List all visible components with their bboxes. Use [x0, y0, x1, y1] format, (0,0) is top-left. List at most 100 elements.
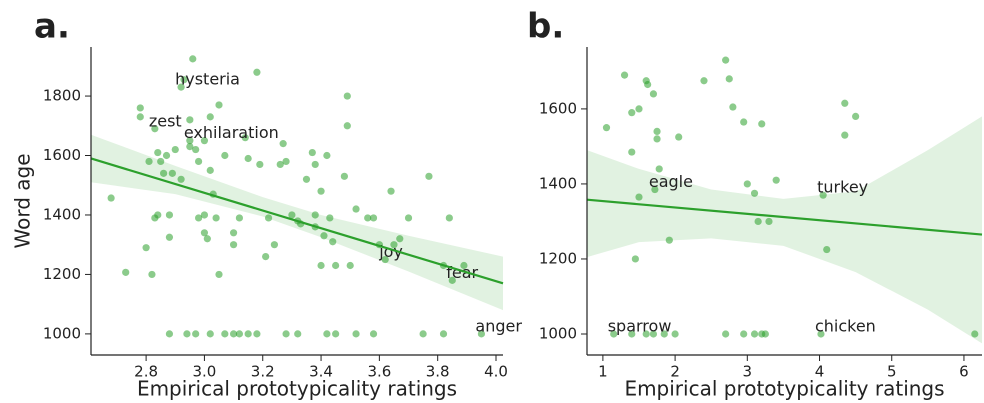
data-point — [264, 214, 273, 222]
data-point — [841, 99, 849, 107]
data-point — [653, 135, 661, 143]
data-point — [206, 113, 214, 121]
y-tick-label: 1000 — [539, 324, 577, 342]
x-tick-label: 3.6 — [367, 363, 391, 381]
data-point — [279, 140, 287, 148]
data-point — [631, 255, 639, 263]
data-point — [765, 217, 773, 226]
data-point — [326, 214, 334, 222]
data-point — [142, 244, 150, 252]
data-point — [332, 330, 340, 338]
data-point — [369, 330, 378, 338]
data-point — [343, 122, 351, 130]
y-tick-label: 1600 — [539, 99, 577, 117]
data-point — [404, 214, 413, 222]
data-point — [841, 131, 849, 139]
data-point — [602, 124, 611, 132]
data-point — [215, 101, 223, 109]
x-tick-label: 3.2 — [251, 363, 275, 381]
annotated-point — [151, 125, 159, 133]
data-point — [352, 205, 360, 213]
panel-label: b. — [527, 7, 564, 47]
data-point — [445, 214, 453, 222]
data-point — [253, 330, 261, 338]
data-point — [200, 211, 209, 219]
data-point — [276, 160, 284, 169]
data-point — [419, 330, 427, 338]
data-point — [343, 92, 351, 100]
data-point — [308, 148, 316, 157]
x-tick-label: 1 — [598, 363, 608, 381]
data-point — [758, 120, 766, 128]
data-point — [642, 330, 650, 338]
data-point — [620, 71, 629, 79]
data-point — [823, 245, 831, 254]
data-point — [352, 330, 360, 338]
data-point — [253, 68, 261, 76]
data-point — [665, 236, 673, 244]
data-point — [653, 127, 661, 136]
annotation: zest — [149, 111, 182, 130]
data-point — [157, 157, 165, 166]
data-point — [154, 148, 162, 157]
y-tick-label: 1200 — [539, 249, 577, 267]
data-point — [186, 142, 194, 151]
data-point — [244, 330, 252, 338]
data-point — [171, 145, 179, 154]
data-point — [675, 133, 683, 141]
annotated-point — [817, 330, 825, 338]
data-point — [743, 180, 751, 188]
data-point — [229, 229, 238, 237]
annotated-point — [448, 276, 456, 284]
y-tick-label: 1200 — [43, 265, 81, 283]
x-tick-label: 2 — [670, 363, 680, 381]
data-point — [644, 80, 652, 89]
data-point — [460, 261, 468, 270]
y-tick-label: 1400 — [43, 205, 81, 223]
data-point — [241, 134, 249, 142]
y-tick-label: 1600 — [43, 146, 81, 164]
data-point — [317, 261, 325, 270]
annotated-point — [177, 83, 185, 91]
data-point — [387, 187, 395, 195]
annotation: chicken — [815, 316, 876, 335]
data-point — [369, 214, 378, 222]
annotated-point — [381, 255, 389, 264]
data-point — [754, 217, 762, 226]
data-point — [235, 214, 244, 222]
y-tick-label: 1400 — [539, 174, 577, 192]
y-tick-label: 1800 — [43, 87, 81, 105]
data-point — [136, 104, 144, 112]
data-point — [725, 75, 733, 83]
x-tick-label: 3.4 — [309, 363, 333, 381]
data-point — [160, 169, 168, 177]
data-point — [317, 187, 325, 195]
x-tick-label: 3 — [743, 363, 753, 381]
x-tick-label: 4.0 — [484, 363, 508, 381]
data-point — [346, 261, 354, 270]
data-point — [192, 145, 200, 154]
data-point — [649, 90, 658, 98]
data-point — [186, 116, 194, 124]
data-point — [212, 214, 220, 222]
annotation: eagle — [649, 172, 693, 191]
data-point — [329, 238, 337, 246]
confidence-band — [587, 116, 982, 344]
annotated-point — [477, 330, 486, 338]
regression-line — [90, 157, 504, 285]
data-point — [635, 105, 643, 113]
annotated-point — [186, 137, 194, 145]
data-point — [256, 160, 264, 169]
data-point — [660, 330, 668, 338]
data-point — [628, 148, 636, 156]
data-point — [323, 151, 331, 160]
data-point — [390, 241, 398, 249]
annotation: sparrow — [608, 316, 672, 335]
data-point — [750, 189, 759, 197]
data-point — [311, 211, 319, 219]
annotation: exhilaration — [184, 123, 279, 142]
annotation: fear — [446, 263, 478, 282]
data-point — [229, 241, 238, 249]
data-point — [332, 261, 340, 270]
